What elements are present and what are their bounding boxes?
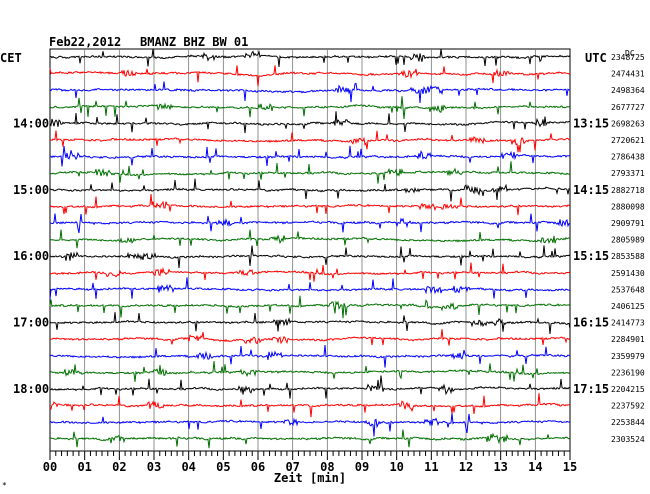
x-axis-label: Zeit [min] <box>274 471 346 485</box>
x-tick-label: 10 <box>389 460 403 474</box>
x-tick-label: 02 <box>112 460 126 474</box>
x-tick-label: 13 <box>493 460 507 474</box>
x-tick-label: 12 <box>459 460 473 474</box>
date-label: Feb22,2012 <box>49 35 121 49</box>
seismogram-trace <box>49 345 571 368</box>
seismogram-trace <box>49 161 571 184</box>
x-tick-label: 05 <box>216 460 230 474</box>
seismogram-trace <box>49 429 571 449</box>
dc-value: 2786438 <box>611 153 645 162</box>
dc-value: 2591430 <box>611 269 645 278</box>
dc-value: 2284901 <box>611 335 645 344</box>
dc-value: 2498364 <box>611 86 645 95</box>
seismogram-trace <box>49 96 571 120</box>
seismogram-trace <box>49 329 571 346</box>
seismogram-trace <box>49 229 571 249</box>
dc-value: 2853588 <box>611 252 645 261</box>
x-tick-label: 15 <box>563 460 577 474</box>
left-hour-label: 17:00 <box>13 316 49 330</box>
plot-frame <box>49 48 571 452</box>
right-hour-label: 13:15 <box>573 116 609 130</box>
seismogram-trace <box>49 213 571 234</box>
seismogram-trace <box>49 245 571 269</box>
seismogram-trace <box>49 375 571 399</box>
dc-value: 2348725 <box>611 53 645 62</box>
x-tick-label: 11 <box>424 460 438 474</box>
corner-mark: * <box>2 481 7 490</box>
right-hour-label: 17:15 <box>573 382 609 396</box>
seismogram-trace <box>49 412 571 437</box>
seismogram-trace <box>49 193 571 216</box>
seismogram-trace <box>49 65 571 87</box>
right-hour-label: 16:15 <box>573 316 609 330</box>
dc-header-label: DC <box>625 49 635 58</box>
dc-value: 2793371 <box>611 169 645 178</box>
left-hour-label: 16:00 <box>13 249 49 263</box>
dc-value: 2237592 <box>611 402 645 411</box>
x-tick-label: 00 <box>43 460 57 474</box>
dc-value: 2909791 <box>611 219 645 228</box>
dc-value: 2677727 <box>611 103 645 112</box>
right-hour-label: 14:15 <box>573 183 609 197</box>
seismogram-trace <box>50 178 571 202</box>
seismogram-trace <box>49 81 571 103</box>
seismogram-trace <box>49 48 571 68</box>
left-hour-label: 18:00 <box>13 382 49 396</box>
right-hour-labels: 13:15 14:15 15:15 16:15 17:15 <box>573 116 609 396</box>
dc-value: 2414773 <box>611 319 645 328</box>
dc-value: 2805989 <box>611 236 645 245</box>
dc-value: 2253844 <box>611 418 645 427</box>
minute-gridlines <box>84 49 536 451</box>
dc-value: 2236190 <box>611 368 645 377</box>
left-timezone-label: CET <box>0 51 22 65</box>
right-hour-label: 15:15 <box>573 249 609 263</box>
dc-value: 2698263 <box>611 119 645 128</box>
x-tick-label: 03 <box>147 460 161 474</box>
seismogram-trace <box>49 277 571 300</box>
dc-value: 2303524 <box>611 435 645 444</box>
seismogram-trace <box>49 312 571 334</box>
x-axis-ticks: 00 01 02 03 04 05 06 07 08 09 10 11 12 13 14 15 <box>43 451 577 474</box>
left-hour-label: 14:00 <box>13 116 49 130</box>
seismogram-trace <box>49 393 571 418</box>
left-hour-label: 15:00 <box>13 183 49 197</box>
right-timezone-label: UTC <box>585 51 607 65</box>
x-tick-label: 09 <box>355 460 369 474</box>
dc-value: 2880098 <box>611 202 645 211</box>
seismogram-trace <box>49 130 571 153</box>
dc-value: 2720621 <box>611 136 645 145</box>
dc-value: 2406125 <box>611 302 645 311</box>
dc-value: 2882718 <box>611 186 645 195</box>
x-tick-label: 04 <box>181 460 195 474</box>
x-tick-label: 01 <box>77 460 91 474</box>
seismogram-trace <box>49 295 571 319</box>
x-tick-label: 07 <box>285 460 299 474</box>
seismogram-trace <box>49 111 571 134</box>
x-tick-label: 06 <box>251 460 265 474</box>
x-tick-label: 14 <box>528 460 542 474</box>
dc-value: 2537648 <box>611 285 645 294</box>
trace-group <box>49 48 571 449</box>
dc-value: 2359979 <box>611 352 645 361</box>
dc-value: 2204215 <box>611 385 645 394</box>
seismogram-trace <box>49 145 571 167</box>
dc-value-labels: 2348725 2474431 2498364 2677727 2698263 27206… <box>611 53 645 444</box>
seismogram-trace <box>49 262 571 282</box>
x-tick-label: 08 <box>320 460 334 474</box>
seismogram-trace <box>49 361 571 382</box>
dc-value: 2474431 <box>611 70 645 79</box>
station-label: BMANZ BHZ BW 01 <box>140 35 248 49</box>
left-hour-labels: 14:00 15:00 16:00 17:00 18:00 <box>13 116 49 396</box>
